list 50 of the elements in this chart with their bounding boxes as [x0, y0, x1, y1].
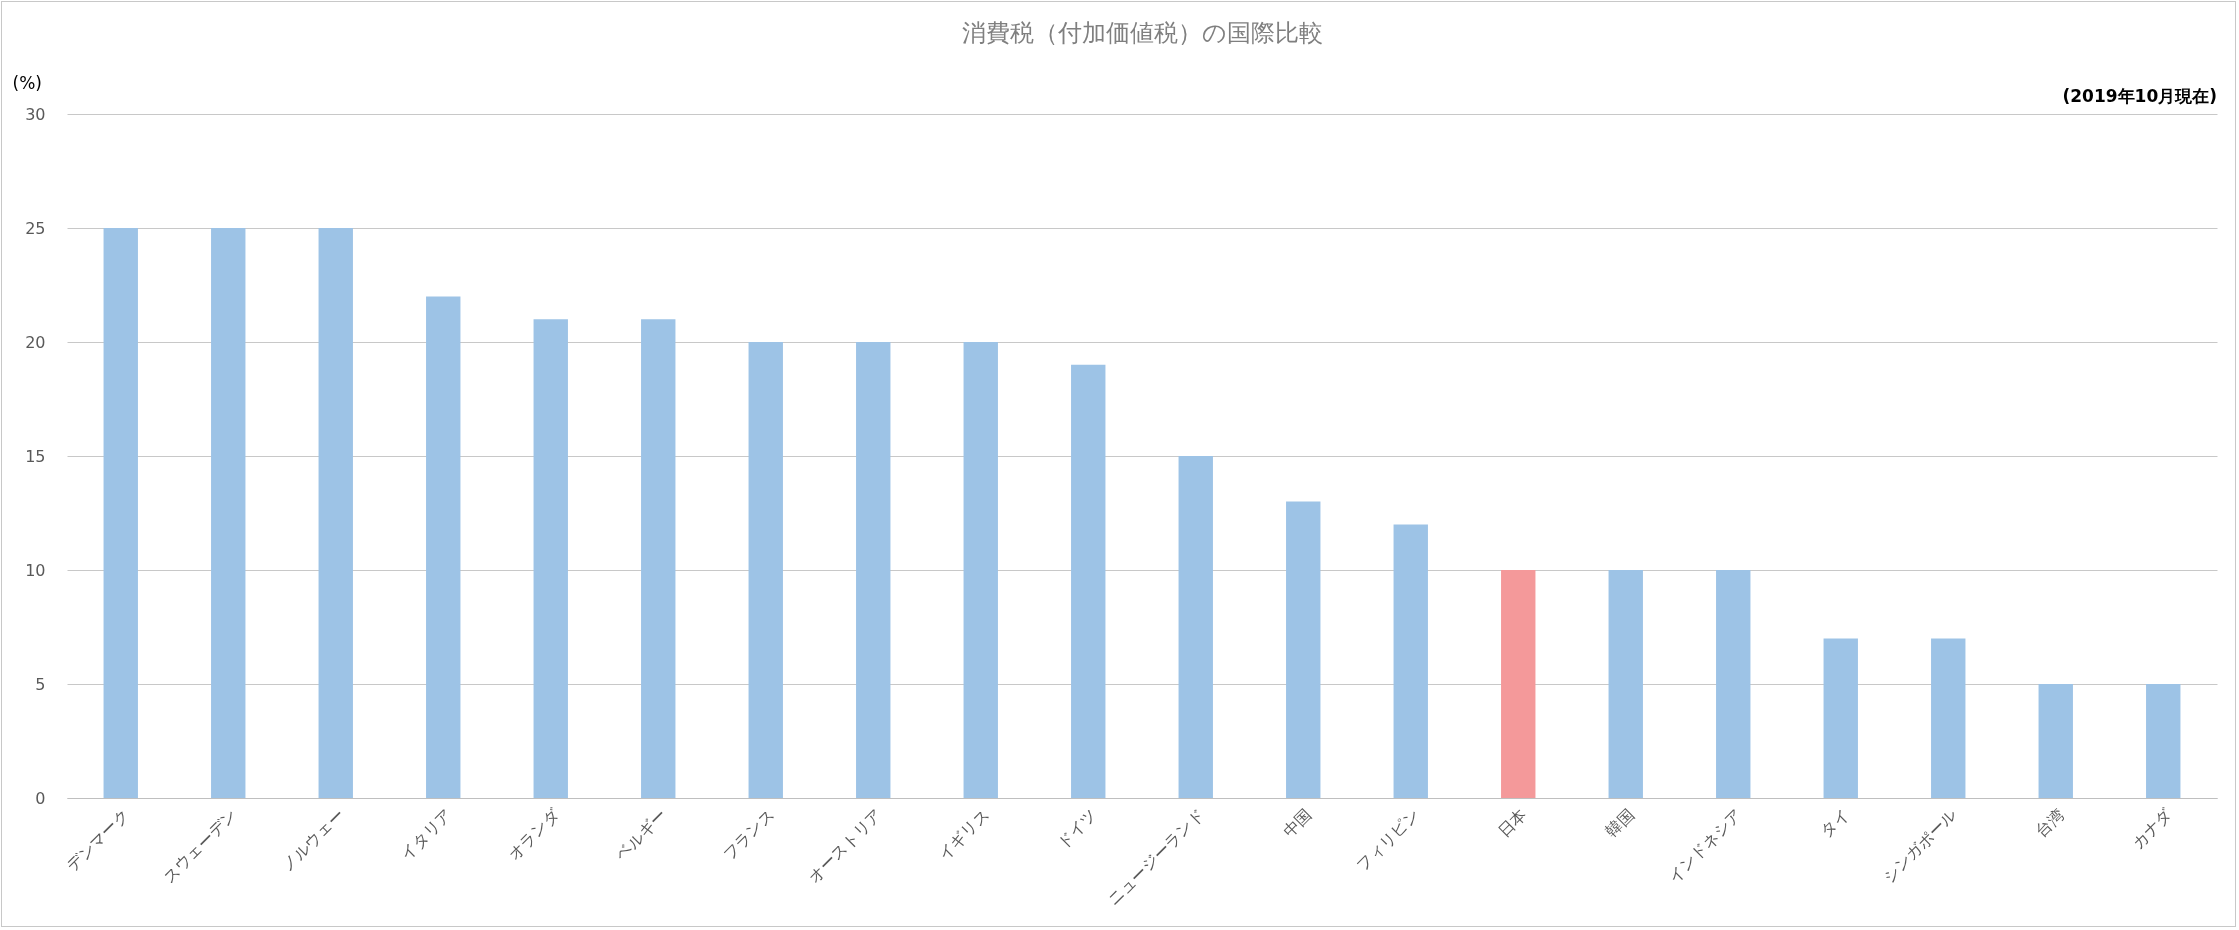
bar	[2038, 684, 2073, 798]
bar	[1716, 570, 1751, 798]
x-tick-label: フィリピン	[1352, 805, 1423, 876]
y-axis-title: (%)	[12, 72, 42, 93]
y-tick-label: 10	[25, 560, 46, 580]
x-tick-label: ベルギー	[611, 805, 671, 864]
x-tick-label: ニュージーランド	[1103, 805, 1208, 910]
bar	[748, 342, 783, 798]
bar	[1286, 501, 1321, 798]
y-tick-label: 0	[35, 788, 46, 808]
y-tick-label: 30	[25, 104, 46, 124]
bar	[1931, 638, 1966, 798]
x-tick-label: 韓国	[1601, 805, 1638, 842]
bar	[1608, 570, 1643, 798]
bar	[1501, 570, 1536, 798]
x-tick-label: イタリア	[396, 805, 456, 864]
x-tick-label: イギリス	[934, 805, 993, 864]
bar	[1071, 364, 1106, 798]
x-tick-label: ノルウェー	[277, 805, 348, 876]
bar	[533, 319, 568, 798]
x-tick-label: フランス	[719, 805, 778, 864]
y-tick-label: 25	[25, 218, 46, 238]
x-tick-label: タイ	[1816, 805, 1853, 842]
x-tick-label: デンマーク	[62, 805, 133, 876]
bar	[2146, 684, 2181, 798]
x-tick-label: シンガポール	[1878, 805, 1961, 887]
bar	[1393, 524, 1428, 798]
x-tick-label: オランダ	[504, 804, 564, 864]
y-tick-label: 15	[25, 446, 46, 466]
x-tick-label: インドネシア	[1663, 805, 1746, 887]
text: (2019年10月現在)	[2062, 86, 2217, 106]
x-tick-label: 日本	[1494, 805, 1531, 842]
x-tick-label: ドイツ	[1052, 805, 1101, 853]
bar	[1823, 638, 1858, 798]
bar	[426, 296, 461, 798]
bar	[963, 342, 998, 798]
y-tick-label: 5	[35, 674, 46, 694]
bar	[641, 319, 676, 798]
x-tick-label: カナダ	[2127, 804, 2176, 853]
x-tick-label: スウェーデン	[158, 805, 241, 887]
bar	[856, 342, 891, 798]
x-tick-label: 中国	[1279, 805, 1316, 842]
bar	[211, 228, 246, 798]
bar	[318, 228, 353, 798]
x-tick-label: 台湾	[2031, 805, 2068, 842]
chart-title: 消費税（付加価値税）の国際比較	[961, 19, 1323, 47]
y-tick-label: 20	[25, 332, 46, 352]
x-tick-label: オーストリア	[803, 805, 886, 887]
bar	[1178, 456, 1213, 798]
bar	[103, 228, 138, 798]
